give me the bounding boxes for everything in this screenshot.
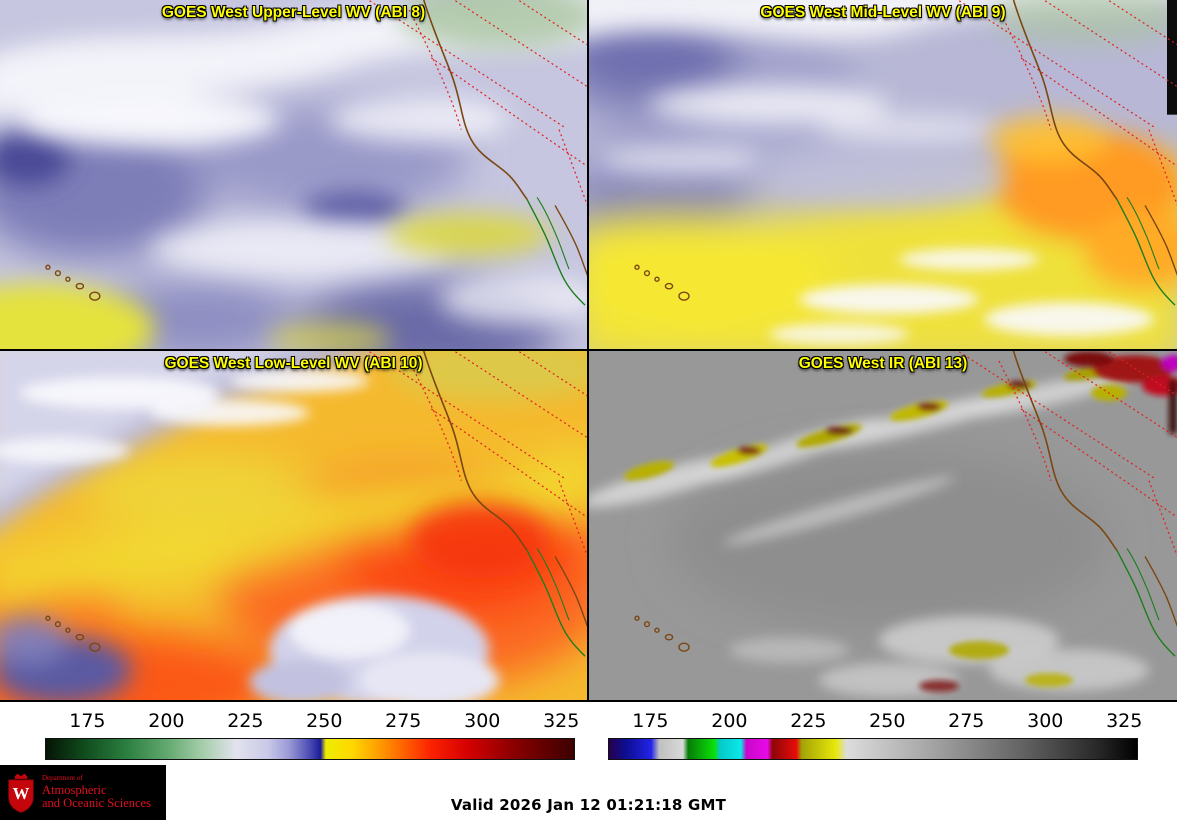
logo-atmospheric: Atmospheric bbox=[42, 782, 107, 797]
ir-colorbar-tick-labels: 175 200 225 250 275 300 325 bbox=[608, 710, 1142, 736]
tick-label: 225 bbox=[227, 710, 264, 732]
tick-label: 275 bbox=[948, 710, 985, 732]
tick-label: 200 bbox=[148, 710, 185, 732]
colorbar-region: 175 200 225 250 275 300 325 175 200 225 … bbox=[0, 702, 1177, 766]
tick-label: 225 bbox=[790, 710, 827, 732]
uw-aos-logo: W Department of Atmospheric and Oceanic … bbox=[0, 765, 166, 820]
tick-label: 175 bbox=[632, 710, 669, 732]
wv-colorbar bbox=[45, 738, 575, 760]
tick-label: 250 bbox=[306, 710, 343, 732]
satellite-image-mid-wv bbox=[589, 0, 1177, 349]
ir-colorbar bbox=[608, 738, 1138, 760]
crest-letter: W bbox=[13, 784, 30, 803]
panel-upper-level-wv: GOES West Upper-Level WV (ABI 8) bbox=[0, 0, 587, 349]
satellite-quadrant-grid: GOES West Upper-Level WV (ABI 8) bbox=[0, 0, 1177, 702]
tick-label: 200 bbox=[711, 710, 748, 732]
satellite-image-upper-wv bbox=[0, 0, 587, 349]
panel-ir: GOES West IR (ABI 13) bbox=[589, 351, 1177, 700]
valid-timestamp: Valid 2026 Jan 12 01:21:18 GMT bbox=[450, 796, 727, 814]
logo-text: Department of Atmospheric and Oceanic Sc… bbox=[42, 774, 151, 810]
tick-label: 325 bbox=[1106, 710, 1143, 732]
tick-label: 300 bbox=[464, 710, 501, 732]
wv-colorbar-tick-labels: 175 200 225 250 275 300 325 bbox=[45, 710, 579, 736]
wv-colorbar-block: 175 200 225 250 275 300 325 bbox=[45, 710, 579, 762]
tick-label: 175 bbox=[69, 710, 106, 732]
panel-mid-level-wv: GOES West Mid-Level WV (ABI 9) bbox=[589, 0, 1177, 349]
tick-label: 325 bbox=[543, 710, 580, 732]
tick-label: 250 bbox=[869, 710, 906, 732]
tick-label: 275 bbox=[385, 710, 422, 732]
tick-label: 300 bbox=[1027, 710, 1064, 732]
ir-colorbar-block: 175 200 225 250 275 300 325 bbox=[608, 710, 1142, 762]
satellite-image-low-wv bbox=[0, 351, 587, 700]
panel-low-level-wv: GOES West Low-Level WV (ABI 10) bbox=[0, 351, 587, 700]
logo-department-of: Department of bbox=[42, 774, 83, 783]
satellite-image-ir bbox=[589, 351, 1177, 700]
logo-oceanic-sciences: and Oceanic Sciences bbox=[42, 795, 151, 810]
uw-crest-icon: W bbox=[8, 773, 34, 813]
